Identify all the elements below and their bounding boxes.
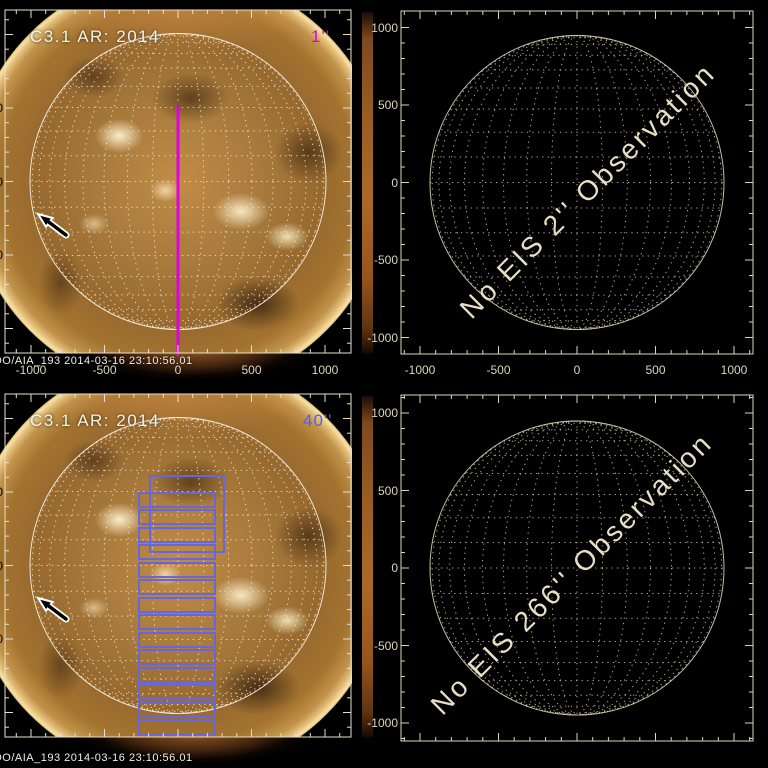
y-tick-label: -1000	[367, 716, 398, 730]
grid-longitude-line	[550, 35, 604, 330]
eis-raster-fov-box	[138, 544, 216, 560]
eis-raster-fov-box	[138, 597, 216, 613]
y-tick-label: 1000	[371, 406, 398, 420]
grid-longitude-line	[38, 417, 318, 714]
x-tick-label: 500	[241, 363, 262, 377]
eis-raster-fov-box	[138, 719, 216, 735]
grid-longitude-line	[431, 420, 723, 716]
aia-image-edge-strip-bottom	[362, 396, 373, 737]
y-tick-label-clipped: 0	[0, 175, 3, 189]
grid-longitude-line	[49, 417, 307, 714]
x-tick-label: 0	[573, 363, 581, 377]
eis-raster-fov-box	[138, 667, 216, 683]
x-tick-label: -1000	[15, 363, 47, 377]
eis-raster-fov-box	[138, 527, 216, 543]
eis-raster-fov-box-large	[149, 475, 225, 553]
eis-raster-fov-box	[138, 562, 216, 578]
aia-sun-image-top	[0, 10, 352, 353]
grid-longitude-line	[31, 33, 325, 330]
eis-raster-fov-box	[138, 509, 216, 525]
y-tick-label-clipped: 500	[0, 101, 3, 115]
grid-longitude-line	[64, 417, 292, 714]
x-tick-label: 500	[645, 363, 666, 377]
grid-longitude-line	[526, 35, 628, 330]
y-tick-label: -500	[373, 253, 398, 267]
aia-corona-spill-top	[88, 353, 300, 383]
y-tick-label-clipped: -500	[0, 632, 3, 646]
aia-observation-label-bottom: SDO/AIA_193 2014-03-16 23:10:56.01	[0, 752, 193, 764]
grid-longitude-line	[151, 417, 205, 714]
grid-longitude-line	[431, 35, 723, 330]
pointer-arrow-shaft	[47, 604, 68, 621]
solar-limb-circle	[429, 35, 725, 330]
x-tick-label: 1000	[311, 363, 339, 377]
eis-raster-fov-box	[138, 492, 216, 508]
eis-raster-fov-box	[138, 702, 216, 718]
y-tick-label: 500	[377, 98, 398, 112]
grid-longitude-line	[103, 33, 253, 330]
y-tick-label-clipped: -1000	[0, 322, 3, 336]
y-tick-label: 0	[391, 175, 398, 190]
slit-width-label-40arcsec: 40''	[303, 411, 333, 430]
y-tick-label: 0	[391, 561, 398, 575]
y-tick-label-clipped: 500	[0, 485, 3, 499]
grid-longitude-line	[31, 417, 325, 714]
grid-longitude-line	[550, 420, 604, 716]
y-tick-label-clipped: -1000	[0, 706, 3, 720]
y-tick-label: -1000	[367, 330, 398, 345]
grid-longitude-line	[103, 417, 253, 714]
y-tick-label-clipped: 1000	[0, 28, 3, 42]
solar-limb-circle	[429, 420, 725, 716]
y-tick-label-clipped: 1000	[0, 412, 3, 426]
aia-image-edge-strip-top	[362, 12, 373, 353]
eis-raster-fov-box	[138, 614, 216, 630]
grid-longitude-line	[526, 420, 628, 716]
grid-longitude-line	[482, 420, 672, 716]
x-tick-label: 0	[174, 363, 182, 377]
grid-longitude-line	[482, 35, 672, 330]
panel-title-bottom-left: C3.1 AR: 2014	[30, 411, 161, 430]
x-tick-label: -500	[486, 363, 511, 377]
x-tick-label: -1000	[404, 363, 436, 377]
grid-longitude-line	[64, 33, 292, 330]
grid-longitude-line	[49, 33, 307, 330]
x-tick-label: -500	[92, 363, 117, 377]
solar-limb-circle	[29, 417, 327, 714]
eis-raster-fov-box	[138, 684, 216, 700]
y-tick-label: 500	[377, 483, 398, 498]
panel-title-top-left: C3.1 AR: 2014	[30, 27, 161, 46]
y-tick-label-clipped: 0	[0, 559, 3, 573]
grid-longitude-line	[151, 33, 205, 330]
y-tick-label: -500	[373, 638, 398, 653]
y-tick-label-clipped: -500	[0, 248, 3, 262]
aia-observation-label-top: SDO/AIA_193 2014-03-16 23:10:56.01	[0, 355, 193, 367]
x-tick-label: 1000	[720, 363, 748, 377]
pointer-arrow-shaft	[47, 220, 68, 237]
eis-raster-fov-box	[138, 649, 216, 665]
grid-longitude-line	[38, 33, 318, 330]
slit-width-label-1arcsec: 1''	[311, 27, 330, 46]
eis-raster-fov-box	[138, 632, 216, 648]
eis-raster-fov-box	[138, 579, 216, 595]
y-tick-label: 1000	[371, 20, 398, 35]
aia-corona-spill-bottom	[88, 737, 300, 767]
